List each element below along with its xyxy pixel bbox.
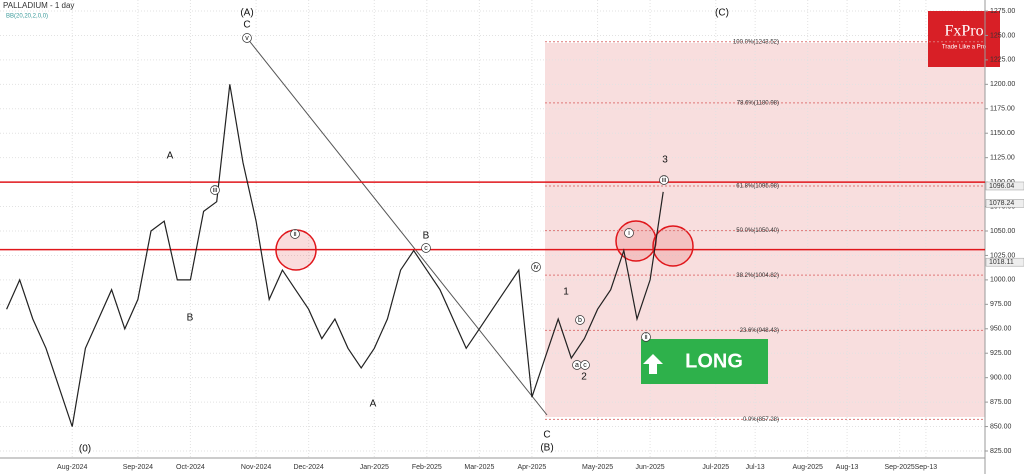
- wave-label: 3: [662, 155, 668, 166]
- price-tag: [985, 257, 1024, 267]
- y-tick-label: 1125.00: [990, 155, 1015, 162]
- y-tick-label: 1225.00: [990, 57, 1015, 64]
- x-tick-label: Aug-2025: [793, 464, 823, 471]
- wave-circle: [421, 243, 431, 253]
- chart-title: PALLADIUM - 1 day: [3, 1, 74, 10]
- price-tag: [985, 181, 1024, 191]
- x-tick-label: Sep-13: [915, 464, 938, 471]
- wave-circle: [290, 229, 300, 239]
- x-tick-label: Aug-13: [836, 464, 859, 471]
- wave-circle: [242, 33, 252, 43]
- y-tick-label: 1200.00: [990, 81, 1015, 88]
- x-tick-label: Apr-2025: [518, 464, 547, 471]
- indicator-label: BB(20,20,2,0,0): [6, 14, 48, 20]
- wave-label: i: [628, 230, 630, 237]
- y-tick-label: 1175.00: [990, 106, 1015, 113]
- wave-label: (A): [240, 8, 253, 19]
- wave-circle: [659, 175, 669, 185]
- wave-label: 1: [563, 287, 569, 298]
- fib-label: 61.8%(1095.98): [736, 184, 779, 190]
- x-tick-label: Mar-2025: [464, 464, 494, 471]
- wave-label: 2: [581, 372, 587, 383]
- x-tick-label: Feb-2025: [412, 464, 442, 471]
- brand-name: FxPro: [944, 23, 983, 40]
- x-tick-label: Nov-2024: [241, 464, 271, 471]
- price-tag-label: 1096.04: [989, 183, 1014, 190]
- wave-label: c: [583, 362, 587, 369]
- wave-label: B: [187, 313, 194, 324]
- y-tick-label: 925.00: [990, 350, 1012, 357]
- fib-label: 100.0%(1243.52): [733, 39, 779, 45]
- y-tick-label: 1250.00: [990, 32, 1015, 39]
- wave-label: A: [167, 151, 174, 162]
- y-tick-label: 1025.00: [990, 252, 1015, 259]
- wave-label: C: [543, 430, 550, 441]
- wave-label: b: [578, 317, 582, 324]
- y-tick-label: 825.00: [990, 448, 1012, 455]
- fib-label: 0.0%(857.28): [743, 417, 779, 423]
- wave-circle: [624, 228, 634, 238]
- x-tick-label: Sep-2024: [123, 464, 153, 471]
- up-arrow: [643, 354, 663, 374]
- fib-label: 78.6%(1180.98): [737, 101, 779, 107]
- x-tick-label: Jan-2025: [360, 464, 389, 471]
- fib-label: 50.0%(1050.40): [736, 228, 779, 234]
- y-tick-label: 850.00: [990, 423, 1012, 430]
- wave-label: iv: [533, 264, 539, 271]
- price-tag-label: 1018.11: [989, 259, 1014, 266]
- brand-tagline: Trade Like a Pro: [942, 45, 987, 51]
- wave-label: iii: [662, 177, 667, 184]
- wave-label: iii: [213, 187, 218, 194]
- price-line: [6, 84, 664, 427]
- wave-label: a: [575, 362, 579, 369]
- x-tick-label: Jun-2025: [635, 464, 664, 471]
- wave-circle: [575, 315, 585, 325]
- x-tick-label: Aug-2024: [57, 464, 87, 471]
- fib-label: 38.2%(1004.82): [736, 273, 779, 279]
- x-tick-label: Sep-2025: [884, 464, 914, 471]
- y-tick-label: 1050.00: [990, 228, 1015, 235]
- wave-circle: [210, 185, 220, 195]
- y-tick-label: 975.00: [990, 301, 1012, 308]
- y-tick-label: 1000.00: [990, 277, 1015, 284]
- y-tick-label: 950.00: [990, 326, 1012, 333]
- y-tick-label: 900.00: [990, 375, 1012, 382]
- x-tick-label: Dec-2024: [293, 464, 323, 471]
- wave-circle: [641, 332, 651, 342]
- wave-label: B: [423, 231, 430, 242]
- wave-label: A: [370, 399, 377, 410]
- trend-line: [246, 37, 548, 416]
- wave-label: (B): [540, 443, 553, 454]
- x-tick-label: May-2025: [582, 464, 613, 471]
- brand-logo: [928, 11, 1000, 67]
- y-tick-label: 875.00: [990, 399, 1012, 406]
- x-tick-label: Oct-2024: [176, 464, 205, 471]
- wave-label: v: [245, 35, 249, 42]
- y-tick-label: 1150.00: [990, 130, 1015, 137]
- wave-circle: [580, 360, 590, 370]
- wave-label: C: [243, 20, 250, 31]
- wave-label: ii: [644, 334, 648, 341]
- wave-label: ii: [293, 231, 297, 238]
- fib-label: 23.6%(948.43): [740, 328, 779, 334]
- x-tick-label: Jul-2025: [702, 464, 729, 471]
- wave-label: c: [424, 245, 428, 252]
- y-tick-label: 1275.00: [990, 8, 1015, 15]
- wave-circle: [531, 262, 541, 272]
- signal-label: LONG: [685, 350, 743, 372]
- x-tick-label: Jul-13: [746, 464, 765, 471]
- wave-label: (0): [79, 444, 91, 455]
- price-tag-label: 1078.24: [989, 200, 1014, 207]
- highlight-circle: [652, 225, 694, 267]
- price-tag: [985, 199, 1024, 208]
- long-signal: [641, 339, 768, 384]
- wave-label: (C): [715, 8, 729, 19]
